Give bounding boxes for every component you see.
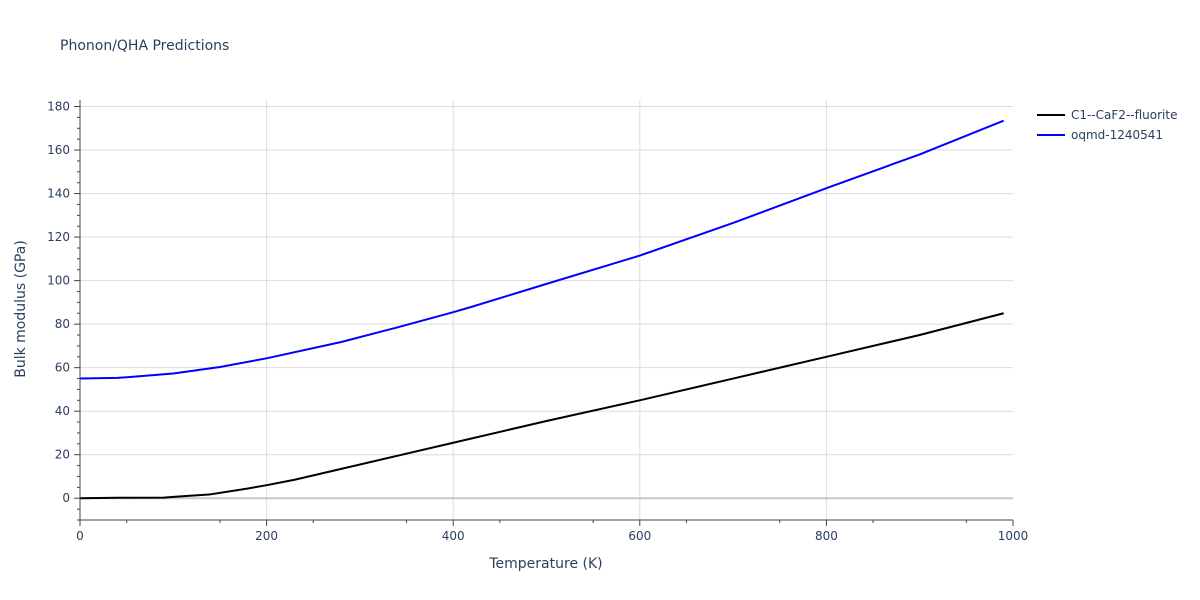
y-axis-title: Bulk modulus (GPa) [13, 240, 29, 378]
legend-item-1[interactable]: C1--CaF2--fluorite [1037, 108, 1177, 122]
legend-item-2[interactable]: oqmd-1240541 [1037, 128, 1163, 142]
y-tick-label: 160 [47, 143, 70, 157]
y-tick-label: 60 [55, 361, 70, 375]
x-tick-label: 0 [76, 529, 84, 543]
y-tick-label: 140 [47, 187, 70, 201]
x-tick-label: 600 [628, 529, 651, 543]
y-tick-label: 100 [47, 274, 70, 288]
chart-title: Phonon/QHA Predictions [60, 38, 229, 54]
legend-label: C1--CaF2--fluorite [1071, 108, 1177, 122]
y-tick-label: 0 [62, 491, 70, 505]
series-layer [79, 119, 1005, 500]
x-tick-label: 1000 [998, 529, 1029, 543]
y-tick-label: 40 [55, 404, 70, 418]
y-tick-label: 120 [47, 230, 70, 244]
axes-layer: 0 200 400 600 800 1000 0 20 40 60 80 100 120 140 160 18… [47, 100, 1028, 543]
x-tick-label: 400 [442, 529, 465, 543]
x-axis-title: Temperature (K) [488, 556, 602, 572]
grid-layer [80, 100, 1013, 520]
legend[interactable]: C1--CaF2--fluorite oqmd-1240541 [1037, 108, 1177, 142]
y-tick-label: 180 [47, 100, 70, 114]
x-tick-label: 200 [255, 529, 278, 543]
legend-label: oqmd-1240541 [1071, 128, 1163, 142]
series-line-1 [79, 312, 1004, 500]
x-tick-label: 800 [815, 529, 838, 543]
y-tick-label: 80 [55, 317, 70, 331]
y-tick-label: 20 [55, 448, 70, 462]
series-line-2 [79, 119, 1005, 380]
